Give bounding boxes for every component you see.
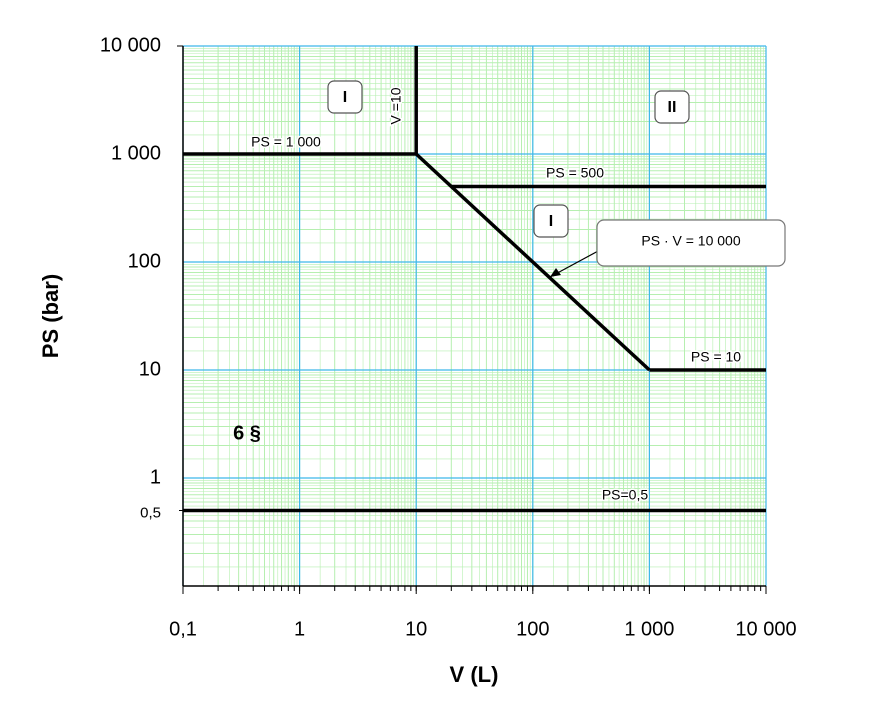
series-label: PS = 10 <box>691 349 741 365</box>
callout-arrowhead <box>550 268 561 277</box>
y-tick-label: 1 000 <box>111 142 161 164</box>
x-tick-label: 1 000 <box>624 618 674 640</box>
series-label: V =10 <box>388 87 404 124</box>
y-axis-label: PS (bar) <box>38 274 63 358</box>
region-label: I <box>343 89 347 106</box>
region-label: II <box>668 99 677 116</box>
region-box <box>533 204 569 238</box>
series-label: PS = 1 000 <box>251 134 321 150</box>
callout-box <box>596 219 786 267</box>
series-label: PS = 500 <box>546 165 604 181</box>
y-tick-label: 10 000 <box>100 34 161 56</box>
x-axis-label: V (L) <box>450 662 499 687</box>
y-tick-label: 0,5 <box>140 504 161 521</box>
y-tick-label: 1 <box>150 466 161 488</box>
x-tick-label: 100 <box>516 618 549 640</box>
y-tick-label: 10 <box>139 358 161 380</box>
series-label: PS · V = 10 000 <box>641 233 740 249</box>
y-tick-label: 100 <box>128 250 161 272</box>
region-box <box>327 80 363 114</box>
x-tick-label: 0,1 <box>169 618 197 640</box>
x-tick-label: 10 000 <box>735 618 796 640</box>
region-box <box>654 90 690 124</box>
series-label: PS=0,5 <box>602 487 649 503</box>
boundary-line <box>415 152 651 372</box>
region-label: 6 § <box>233 422 261 444</box>
region-label: I <box>549 213 553 230</box>
x-tick-label: 1 <box>294 618 305 640</box>
x-tick-label: 10 <box>405 618 427 640</box>
